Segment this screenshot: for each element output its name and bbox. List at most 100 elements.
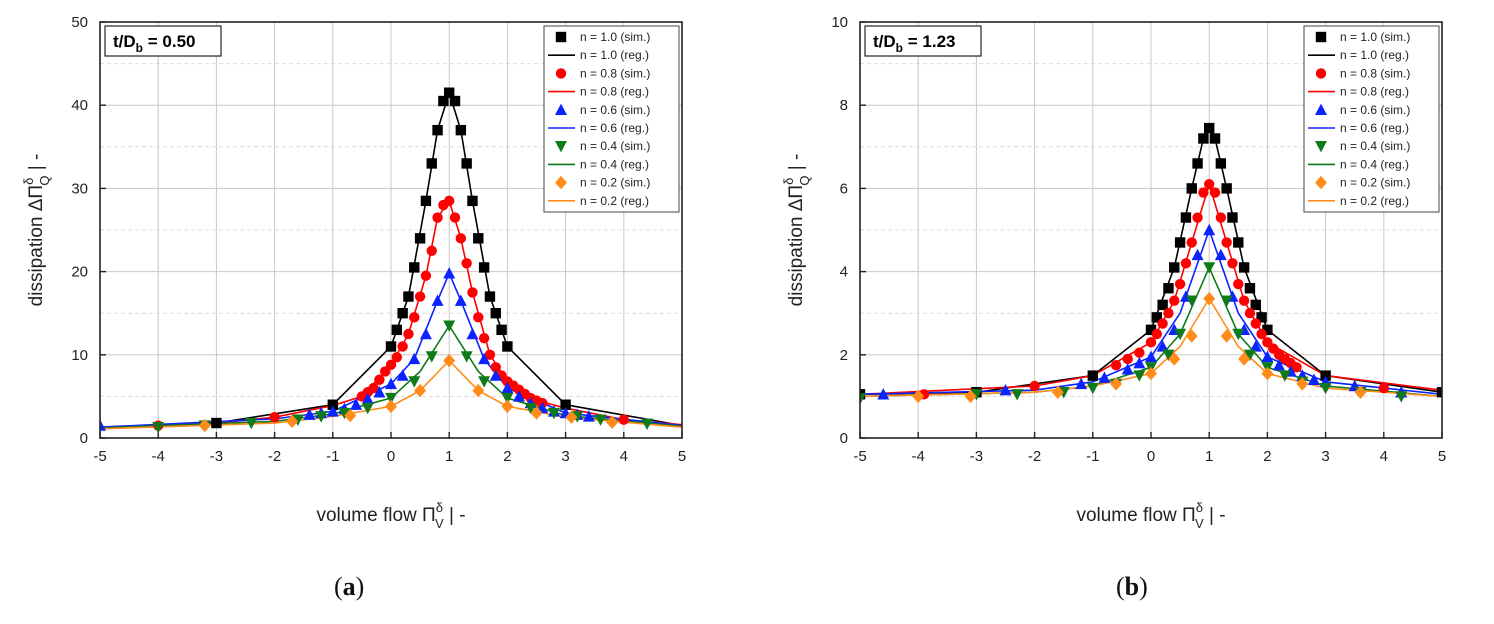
data-point <box>1168 352 1181 366</box>
data-point <box>467 195 478 207</box>
data-point <box>582 410 595 422</box>
data-point <box>1134 347 1145 358</box>
data-layer <box>860 122 1442 405</box>
data-point <box>269 412 280 423</box>
data-point <box>1278 370 1291 382</box>
x-tick-label: 2 <box>503 448 511 465</box>
data-point <box>565 410 578 424</box>
data-point <box>1256 328 1267 340</box>
annotation-text: t/Db = 1.23 <box>873 32 955 55</box>
legend-marker <box>1315 175 1327 190</box>
data-point <box>1215 212 1227 223</box>
series-line <box>100 90 682 428</box>
data-point <box>1238 295 1250 306</box>
data-point <box>1203 291 1216 306</box>
chart-panel-a: -5 -4 -3 -2 -1 0 1 2 3 4 5 0 10 20 30 40 50 t/Db = 0.50 n … <box>0 0 720 565</box>
data-point <box>426 245 437 256</box>
data-point <box>431 294 444 306</box>
data-point <box>1214 248 1227 261</box>
legend-entry: n = 0.8 (reg.) <box>1340 85 1409 99</box>
data-point <box>1250 299 1261 311</box>
legend-marker <box>555 103 567 115</box>
data-point <box>414 383 427 398</box>
data-point <box>303 408 316 420</box>
data-point <box>100 419 106 431</box>
data-point <box>1122 353 1133 365</box>
legend-marker <box>555 68 567 79</box>
data-point <box>198 418 211 433</box>
data-point <box>1110 377 1123 391</box>
data-point <box>1238 262 1250 273</box>
data-point <box>1192 158 1203 169</box>
x-tick-label: -5 <box>853 448 866 465</box>
data-point <box>496 324 507 336</box>
data-point <box>502 341 513 352</box>
x-tick-label: 4 <box>620 448 628 465</box>
data-point <box>385 359 397 370</box>
legend-entry: n = 1.0 (sim.) <box>1340 30 1410 44</box>
data-point <box>1215 158 1227 169</box>
legend-entry: n = 0.2 (reg.) <box>1340 194 1409 208</box>
legend-entry: n = 0.4 (reg.) <box>580 157 649 171</box>
legend-marker <box>1315 141 1327 153</box>
data-point <box>912 389 925 404</box>
data-point <box>286 414 299 429</box>
legend-entry: n = 1.0 (sim.) <box>580 30 650 44</box>
data-point <box>964 389 977 404</box>
data-point <box>1262 324 1273 336</box>
x-tick-label: -1 <box>326 448 339 465</box>
data-point <box>1198 133 1209 144</box>
data-point <box>409 312 420 323</box>
data-point <box>374 374 385 385</box>
data-point <box>1121 363 1134 375</box>
data-point <box>443 267 456 279</box>
data-point <box>385 341 397 352</box>
data-point <box>397 308 408 319</box>
x-tick-label: 4 <box>1380 448 1388 465</box>
data-point <box>1261 350 1274 363</box>
data-point <box>1354 385 1367 399</box>
data-point <box>1098 371 1111 383</box>
x-tick-label: 3 <box>561 448 569 465</box>
data-point <box>618 414 629 425</box>
y-axis-title: dissipation ΔΠδQ | - <box>21 154 52 307</box>
legend-marker <box>555 31 567 43</box>
data-point <box>1307 373 1320 385</box>
data-point <box>455 124 467 136</box>
data-point <box>1319 382 1332 395</box>
data-point <box>1221 183 1232 194</box>
data-point <box>1180 258 1192 269</box>
data-point <box>420 195 432 207</box>
data-point <box>460 351 473 363</box>
data-point <box>1145 366 1157 381</box>
data-point <box>344 408 357 423</box>
x-tick-label: -2 <box>268 448 281 465</box>
data-point <box>1186 183 1197 194</box>
data-point <box>1174 278 1186 290</box>
data-point <box>1145 337 1157 348</box>
data-point <box>1156 340 1169 352</box>
y-tick-label: 10 <box>831 14 848 31</box>
data-point <box>420 270 432 281</box>
data-point <box>472 383 485 398</box>
data-point <box>860 393 866 405</box>
data-point <box>408 376 421 388</box>
data-point <box>432 124 443 136</box>
data-point <box>315 411 328 423</box>
data-point <box>414 291 426 302</box>
x-tick-label: -1 <box>1086 448 1099 465</box>
data-point <box>501 392 514 405</box>
data-point <box>403 291 414 302</box>
data-point <box>1029 380 1040 392</box>
data-point <box>1233 237 1244 248</box>
data-point <box>524 402 537 415</box>
y-tick-label: 30 <box>71 180 88 197</box>
data-point <box>1198 187 1209 198</box>
data-point <box>466 327 479 340</box>
y-tick-label: 10 <box>71 347 88 364</box>
legend-entry: n = 1.0 (reg.) <box>1340 48 1409 62</box>
data-point <box>1233 278 1244 290</box>
legend-entry: n = 0.4 (sim.) <box>580 139 650 153</box>
data-point <box>1086 382 1099 395</box>
y-tick-label: 4 <box>840 264 848 281</box>
